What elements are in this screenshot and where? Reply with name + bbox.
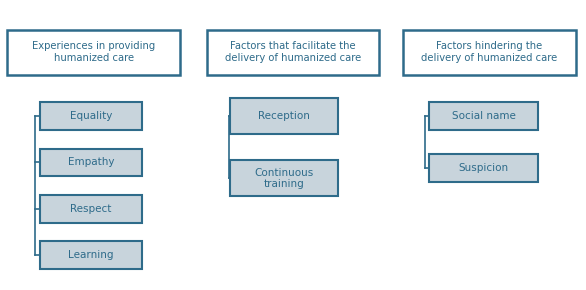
FancyBboxPatch shape [429,154,538,182]
Text: Factors that facilitate the
delivery of humanized care: Factors that facilitate the delivery of … [225,41,361,63]
FancyBboxPatch shape [429,102,538,130]
Text: Factors hindering the
delivery of humanized care: Factors hindering the delivery of humani… [421,41,557,63]
Text: Empathy: Empathy [67,157,114,167]
FancyBboxPatch shape [403,30,575,75]
FancyBboxPatch shape [40,102,142,130]
FancyBboxPatch shape [230,98,338,134]
FancyBboxPatch shape [40,241,142,269]
Text: Social name: Social name [451,111,516,121]
Text: Respect: Respect [70,204,111,214]
Text: Learning: Learning [68,250,114,260]
FancyBboxPatch shape [230,160,338,197]
FancyBboxPatch shape [40,195,142,223]
Text: Continuous
training: Continuous training [254,168,314,189]
Text: Experiences in providing
humanized care: Experiences in providing humanized care [32,41,155,63]
FancyBboxPatch shape [8,30,180,75]
FancyBboxPatch shape [40,148,142,176]
Text: Equality: Equality [70,111,112,121]
FancyBboxPatch shape [207,30,380,75]
Text: Reception: Reception [258,111,310,121]
Text: Suspicion: Suspicion [458,163,509,173]
